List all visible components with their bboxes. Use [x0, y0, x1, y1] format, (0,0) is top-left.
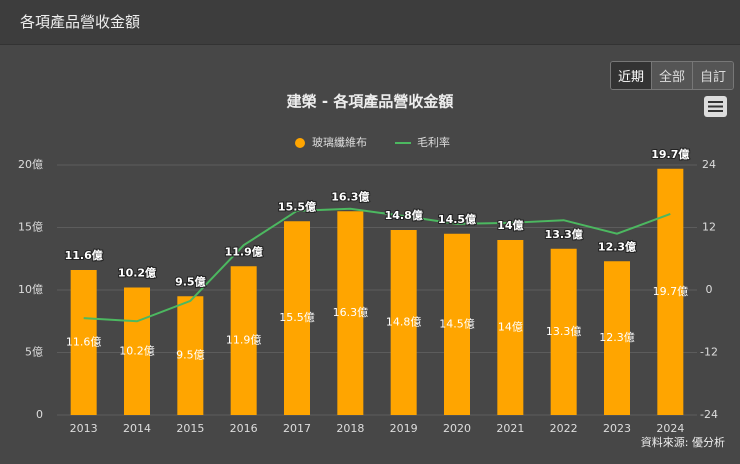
value-label: 11.9億 [225, 244, 263, 258]
y2-tick-label: 0 [706, 283, 713, 296]
x-tick-label: 2023 [603, 422, 631, 435]
bar [284, 221, 310, 415]
legend-swatch [295, 138, 305, 148]
value-label: 12.3億 [598, 239, 636, 253]
y2-tick-label: -24 [700, 408, 718, 421]
source: 資料來源: 優分析 [641, 435, 725, 449]
value-label-inner: 11.6億 [66, 336, 102, 349]
value-label-inner: 9.5億 [176, 349, 205, 362]
value-label-inner: 14.5億 [439, 317, 475, 330]
y-tick-label: 10億 [18, 283, 43, 296]
value-label: 14.5億 [438, 212, 476, 226]
x-tick-label: 2020 [443, 422, 471, 435]
button[interactable]: 全部 [650, 62, 692, 89]
x-tick-label: 2021 [496, 422, 524, 435]
bar [550, 248, 577, 415]
header-title: 各項產品營收金額 [0, 0, 740, 45]
value-label: 10.2億 [118, 266, 156, 280]
menu-icon[interactable] [704, 96, 727, 117]
value-label-inner: 16.3億 [333, 306, 369, 319]
button[interactable]: 近期 [610, 62, 651, 89]
button[interactable]: 自訂 [691, 62, 733, 89]
bar [444, 233, 470, 415]
value-label-inner: 11.9億 [226, 334, 262, 347]
y-tick-label: 15億 [18, 221, 43, 234]
x-tick-label: 2018 [336, 422, 364, 435]
x-tick-label: 2014 [123, 422, 151, 435]
value-label-inner: 15.5億 [279, 311, 315, 324]
value-label: 13.3億 [545, 227, 583, 241]
x-tick-label: 2019 [390, 422, 418, 435]
value-label-inner: 14億 [498, 321, 523, 334]
value-label: 11.6億 [65, 248, 103, 262]
x-tick-label: 2016 [230, 422, 258, 435]
bar [337, 211, 364, 415]
x-tick-label: 2013 [70, 422, 98, 435]
value-label: 14.8億 [385, 208, 423, 222]
x-tick-label: 2017 [283, 422, 311, 435]
value-label: 15.5億 [278, 199, 316, 213]
y-tick-label: 20億 [18, 158, 43, 171]
value-label: 14億 [497, 218, 523, 232]
y2-tick-label: -12 [700, 346, 718, 359]
value-label-inner: 10.2億 [119, 344, 155, 357]
value-label: 19.7億 [651, 147, 689, 161]
value-label-inner: 12.3億 [599, 331, 635, 344]
legend-label: 毛利率 [417, 135, 450, 149]
y2-tick-label: 12 [702, 221, 716, 234]
value-label: 16.3億 [331, 189, 369, 203]
bar [177, 296, 204, 415]
x-tick-label: 2022 [550, 422, 578, 435]
value-label-inner: 19.7億 [653, 285, 689, 298]
x-tick-label: 2015 [176, 422, 204, 435]
bar [230, 266, 257, 415]
legend-label: 玻璃纖維布 [312, 135, 367, 149]
bar [124, 287, 150, 415]
bar [70, 270, 97, 415]
value-label: 9.5億 [175, 274, 206, 288]
value-label-inner: 13.3億 [546, 325, 582, 338]
y-tick-label: 0 [36, 408, 43, 421]
value-label-inner: 14.8億 [386, 316, 422, 329]
y-tick-label: 5億 [25, 346, 43, 359]
bar [604, 261, 630, 415]
chart-title: 建榮 - 各項產品營收金額 [287, 93, 454, 111]
bar [390, 230, 417, 415]
bar [657, 168, 684, 415]
y2-tick-label: 24 [702, 158, 716, 171]
x-tick-label: 2024 [656, 422, 684, 435]
bar [497, 240, 524, 415]
range-buttons: 近期 全部 自訂 [609, 61, 734, 90]
line [83, 207, 671, 323]
